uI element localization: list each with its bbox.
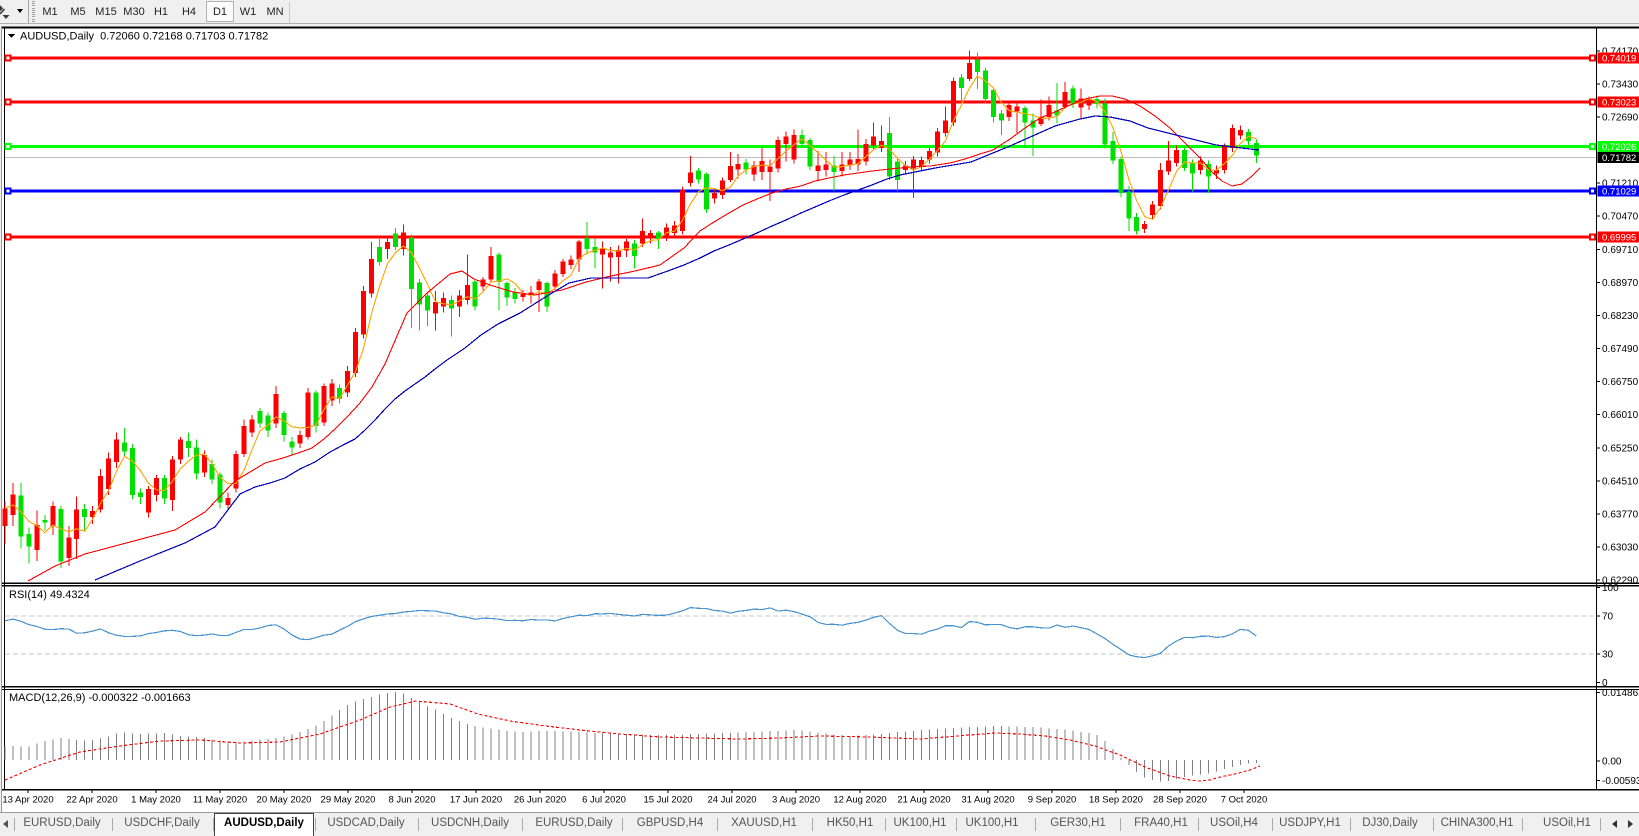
svg-text:9 Sep 2020: 9 Sep 2020 [1028, 795, 1077, 806]
svg-text:0.74019: 0.74019 [1602, 53, 1636, 64]
svg-text:0.71029: 0.71029 [1602, 187, 1636, 198]
svg-text:MACD(12,26,9) -0.000322 -0.001: MACD(12,26,9) -0.000322 -0.001663 [9, 692, 191, 704]
svg-text:0.71782: 0.71782 [1602, 153, 1636, 164]
svg-text:1 May 2020: 1 May 2020 [131, 795, 181, 806]
svg-text:26 Jun 2020: 26 Jun 2020 [514, 795, 566, 806]
svg-text:0.67490: 0.67490 [1602, 344, 1639, 355]
svg-text:0.72690: 0.72690 [1602, 113, 1639, 124]
svg-text:0.73023: 0.73023 [1602, 98, 1636, 109]
svg-text:20 May 2020: 20 May 2020 [257, 795, 312, 806]
svg-text:RSI(14) 49.4324: RSI(14) 49.4324 [9, 589, 90, 601]
svg-text:0.00: 0.00 [1602, 757, 1622, 768]
svg-text:0.68970: 0.68970 [1602, 278, 1639, 289]
svg-text:0.65250: 0.65250 [1602, 444, 1639, 455]
svg-text:17 Jun 2020: 17 Jun 2020 [450, 795, 502, 806]
svg-text:12 Aug 2020: 12 Aug 2020 [833, 795, 886, 806]
svg-text:30: 30 [1602, 650, 1614, 661]
svg-text:3 Aug 2020: 3 Aug 2020 [772, 795, 820, 806]
svg-text:22 Apr 2020: 22 Apr 2020 [66, 795, 117, 806]
svg-text:0.63770: 0.63770 [1602, 510, 1639, 521]
svg-text:0.69995: 0.69995 [1602, 233, 1636, 244]
svg-text:29 May 2020: 29 May 2020 [321, 795, 376, 806]
svg-text:100: 100 [1602, 583, 1619, 594]
svg-text:24 Jul 2020: 24 Jul 2020 [707, 795, 756, 806]
svg-text:0.69710: 0.69710 [1602, 245, 1639, 256]
svg-text:0.66750: 0.66750 [1602, 377, 1639, 388]
svg-text:0.73430: 0.73430 [1602, 80, 1639, 91]
svg-text:15 Jul 2020: 15 Jul 2020 [643, 795, 692, 806]
svg-text:6 Jul 2020: 6 Jul 2020 [582, 795, 626, 806]
svg-text:AUDUSD,Daily 0.72060 0.72168: AUDUSD,Daily 0.72060 0.72168 0.71703 0.7… [20, 31, 268, 43]
svg-text:13 Apr 2020: 13 Apr 2020 [2, 795, 53, 806]
svg-text:0.70470: 0.70470 [1602, 211, 1639, 222]
svg-text:7 Oct 2020: 7 Oct 2020 [1221, 795, 1267, 806]
svg-text:18 Sep 2020: 18 Sep 2020 [1089, 795, 1143, 806]
svg-text:31 Aug 2020: 31 Aug 2020 [961, 795, 1014, 806]
svg-text:0.63030: 0.63030 [1602, 543, 1639, 554]
svg-text:70: 70 [1602, 612, 1614, 623]
svg-text:0.68230: 0.68230 [1602, 311, 1639, 322]
svg-text:-0.005938: -0.005938 [1602, 776, 1639, 787]
svg-text:0.72026: 0.72026 [1602, 142, 1636, 153]
svg-text:21 Aug 2020: 21 Aug 2020 [897, 795, 950, 806]
svg-text:0.014861: 0.014861 [1602, 688, 1639, 699]
svg-text:28 Sep 2020: 28 Sep 2020 [1153, 795, 1207, 806]
svg-text:8 Jun 2020: 8 Jun 2020 [388, 795, 435, 806]
svg-text:0.64510: 0.64510 [1602, 477, 1639, 488]
svg-text:0.66010: 0.66010 [1602, 410, 1639, 421]
svg-text:11 May 2020: 11 May 2020 [193, 795, 247, 806]
